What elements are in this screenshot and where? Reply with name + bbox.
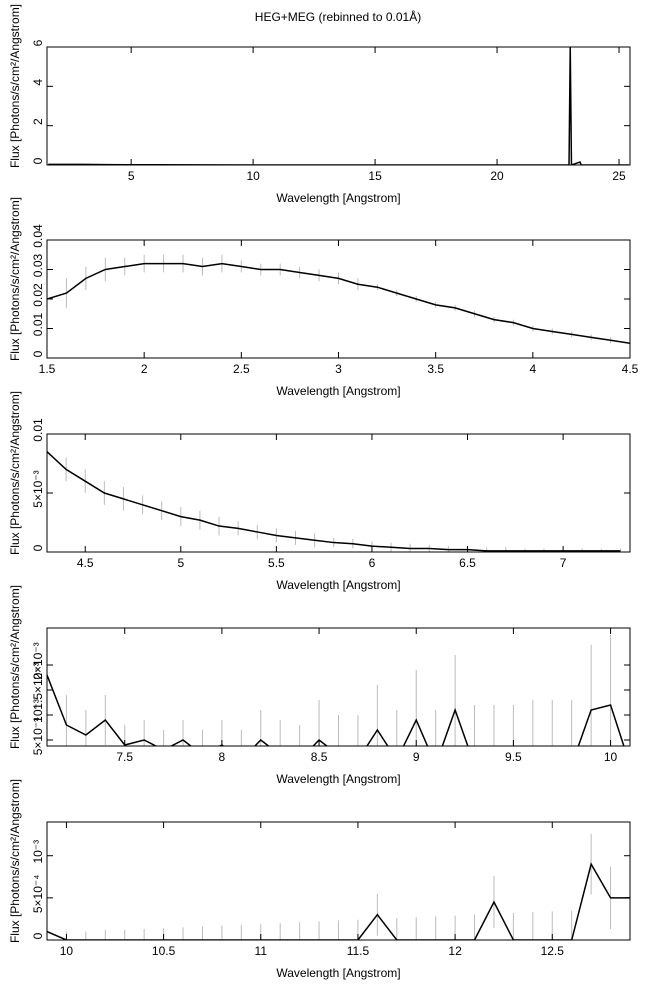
x-axis-label: Wavelength [Angstrom] <box>276 384 400 398</box>
x-tick-label: 2.5 <box>233 362 250 376</box>
x-tick-label: 4.5 <box>77 556 94 570</box>
x-tick-label: 25 <box>612 169 626 183</box>
x-tick-label: 11 <box>255 944 268 958</box>
plot-frame <box>46 239 631 359</box>
spectrum-line <box>48 47 629 165</box>
y-tick-label: 0 <box>31 932 45 939</box>
x-tick-label: 4.5 <box>622 362 639 376</box>
x-tick-label: 5 <box>177 556 184 570</box>
plot-area <box>47 439 621 552</box>
y-axis-label: Flux [Photons/s/cm²/Angstrom] <box>8 585 22 749</box>
x-tick-label: 12.5 <box>541 944 565 958</box>
plot-frame <box>46 627 631 747</box>
y-tick-label: 0.01 <box>31 312 45 336</box>
plot-area <box>48 47 629 165</box>
x-tick-label: 10 <box>60 944 74 958</box>
x-tick-label: 8.5 <box>311 750 328 764</box>
plot-area <box>47 833 630 940</box>
x-tick-label: 10 <box>604 750 618 764</box>
x-tick-label: 10 <box>246 169 260 183</box>
y-axis-label: Flux [Photons/s/cm²/Angstrom] <box>8 391 22 555</box>
y-tick-label: 10⁻³ <box>31 699 45 723</box>
y-tick-label: 0.04 <box>31 224 45 248</box>
x-tick-label: 8 <box>219 750 226 764</box>
spectrum-line <box>47 262 630 344</box>
x-tick-label: 7.5 <box>116 750 133 764</box>
y-tick-label: 10⁻³ <box>31 840 45 864</box>
x-tick-label: 11.5 <box>347 944 370 958</box>
plot-frame <box>46 821 631 941</box>
x-axis-label: Wavelength [Angstrom] <box>276 578 400 592</box>
x-tick-label: 10.5 <box>152 944 176 958</box>
spectrum-line <box>47 674 625 746</box>
y-axis-label: Flux [Photons/s/cm²/Angstrom] <box>8 779 22 943</box>
y-tick-label: 2×10⁻³ <box>31 642 45 679</box>
y-tick-label: 0 <box>31 157 45 164</box>
y-axis-label: Flux [Photons/s/cm²/Angstrom] <box>8 197 22 361</box>
y-tick-label: 2 <box>31 118 45 125</box>
x-tick-label: 6.5 <box>459 556 476 570</box>
x-tick-label: 9.5 <box>505 750 522 764</box>
x-tick-label: 12 <box>448 944 462 958</box>
y-tick-label: 6 <box>31 39 45 46</box>
y-tick-label: 5×10⁻⁴ <box>31 717 45 756</box>
y-axis-label: Flux [Photons/s/cm²/Angstrom] <box>8 4 22 168</box>
y-tick-label: 0 <box>31 544 45 551</box>
x-axis-label: Wavelength [Angstrom] <box>276 772 400 786</box>
x-axis-label: Wavelength [Angstrom] <box>276 191 400 205</box>
x-tick-label: 7 <box>560 556 567 570</box>
x-tick-label: 4 <box>529 362 536 376</box>
x-tick-label: 2 <box>141 362 148 376</box>
plot-area <box>47 254 630 347</box>
y-tick-label: 5×10⁻³ <box>31 470 45 507</box>
y-tick-label: 1.5×10⁻³ <box>31 662 45 709</box>
y-tick-label: 0.01 <box>31 418 45 442</box>
x-axis-label: Wavelength [Angstrom] <box>276 966 400 980</box>
y-tick-label: 5×10⁻⁴ <box>31 875 45 914</box>
x-tick-label: 5.5 <box>268 556 285 570</box>
x-tick-label: 20 <box>490 169 504 183</box>
x-tick-label: 15 <box>368 169 382 183</box>
x-tick-label: 3 <box>335 362 342 376</box>
y-tick-label: 0.02 <box>31 283 45 307</box>
x-tick-label: 3.5 <box>427 362 444 376</box>
figure-title: HEG+MEG (rebinned to 0.01Å) <box>255 9 421 24</box>
plot-area <box>47 635 630 746</box>
x-tick-label: 9 <box>413 750 420 764</box>
plot-frame <box>46 46 631 166</box>
y-tick-label: 0 <box>31 350 45 357</box>
spectrum-line <box>47 451 621 552</box>
y-tick-label: 4 <box>31 79 45 86</box>
y-tick-label: 0.03 <box>31 253 45 277</box>
plot-frame <box>46 433 631 553</box>
x-tick-label: 1.5 <box>39 362 56 376</box>
x-tick-label: 6 <box>369 556 376 570</box>
x-tick-label: 5 <box>128 169 135 183</box>
